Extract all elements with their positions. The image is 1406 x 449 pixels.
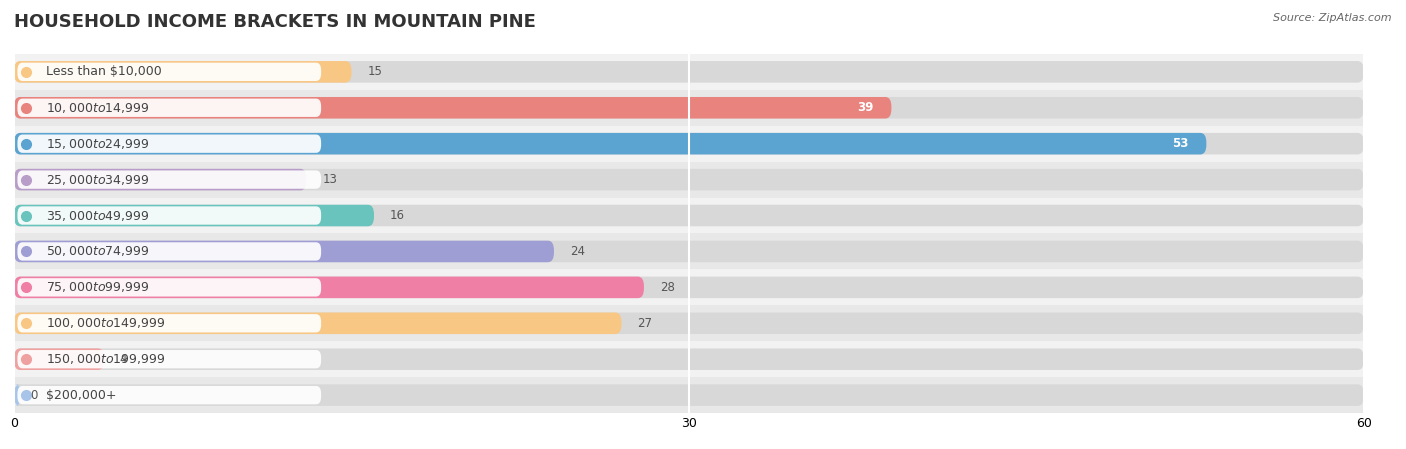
FancyBboxPatch shape: [14, 313, 1364, 334]
FancyBboxPatch shape: [14, 205, 374, 226]
FancyBboxPatch shape: [14, 348, 104, 370]
Bar: [14, 377, 1364, 413]
FancyBboxPatch shape: [14, 384, 21, 406]
Text: HOUSEHOLD INCOME BRACKETS IN MOUNTAIN PINE: HOUSEHOLD INCOME BRACKETS IN MOUNTAIN PI…: [14, 13, 536, 31]
Text: 4: 4: [120, 353, 128, 365]
Text: $10,000 to $14,999: $10,000 to $14,999: [45, 101, 149, 115]
Text: $25,000 to $34,999: $25,000 to $34,999: [45, 172, 149, 187]
Text: 13: 13: [322, 173, 337, 186]
FancyBboxPatch shape: [14, 277, 644, 298]
Text: $75,000 to $99,999: $75,000 to $99,999: [45, 280, 149, 295]
FancyBboxPatch shape: [17, 63, 321, 81]
FancyBboxPatch shape: [14, 384, 1364, 406]
Text: 15: 15: [367, 66, 382, 78]
Text: $35,000 to $49,999: $35,000 to $49,999: [45, 208, 149, 223]
Bar: [14, 162, 1364, 198]
FancyBboxPatch shape: [14, 61, 1364, 83]
FancyBboxPatch shape: [14, 133, 1364, 154]
FancyBboxPatch shape: [14, 61, 352, 83]
Text: Source: ZipAtlas.com: Source: ZipAtlas.com: [1274, 13, 1392, 23]
FancyBboxPatch shape: [17, 278, 321, 296]
FancyBboxPatch shape: [14, 241, 1364, 262]
Text: 28: 28: [659, 281, 675, 294]
Text: $100,000 to $149,999: $100,000 to $149,999: [45, 316, 165, 330]
Bar: [14, 233, 1364, 269]
Text: 24: 24: [569, 245, 585, 258]
FancyBboxPatch shape: [14, 277, 1364, 298]
FancyBboxPatch shape: [14, 133, 1206, 154]
FancyBboxPatch shape: [17, 242, 321, 260]
Text: 39: 39: [858, 101, 873, 114]
Text: $150,000 to $199,999: $150,000 to $199,999: [45, 352, 165, 366]
Bar: [14, 269, 1364, 305]
FancyBboxPatch shape: [14, 348, 1364, 370]
FancyBboxPatch shape: [17, 99, 321, 117]
Text: $15,000 to $24,999: $15,000 to $24,999: [45, 136, 149, 151]
FancyBboxPatch shape: [14, 241, 554, 262]
FancyBboxPatch shape: [14, 169, 307, 190]
FancyBboxPatch shape: [17, 350, 321, 368]
FancyBboxPatch shape: [14, 97, 891, 119]
FancyBboxPatch shape: [14, 313, 621, 334]
Bar: [14, 90, 1364, 126]
Bar: [14, 126, 1364, 162]
Text: 0: 0: [30, 389, 37, 401]
Bar: [14, 341, 1364, 377]
Text: 53: 53: [1173, 137, 1188, 150]
FancyBboxPatch shape: [17, 314, 321, 332]
FancyBboxPatch shape: [14, 97, 1364, 119]
Text: $50,000 to $74,999: $50,000 to $74,999: [45, 244, 149, 259]
Bar: [14, 54, 1364, 90]
Bar: [14, 198, 1364, 233]
Text: 27: 27: [637, 317, 652, 330]
FancyBboxPatch shape: [14, 205, 1364, 226]
FancyBboxPatch shape: [17, 135, 321, 153]
FancyBboxPatch shape: [14, 169, 1364, 190]
Bar: [14, 305, 1364, 341]
Text: $200,000+: $200,000+: [45, 389, 117, 401]
FancyBboxPatch shape: [17, 171, 321, 189]
Text: 16: 16: [389, 209, 405, 222]
FancyBboxPatch shape: [17, 207, 321, 224]
Text: Less than $10,000: Less than $10,000: [45, 66, 162, 78]
FancyBboxPatch shape: [17, 386, 321, 404]
